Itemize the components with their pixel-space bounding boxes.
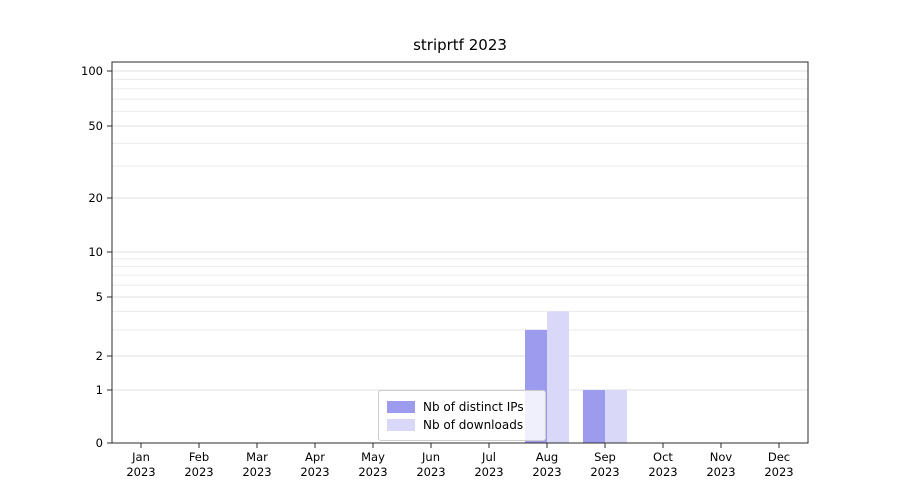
x-tick-label-year: 2023 — [126, 465, 155, 479]
x-tick-label-month: Aug — [536, 450, 558, 464]
legend: Nb of distinct IPs Nb of downloads — [378, 390, 546, 441]
x-tick-label-year: 2023 — [416, 465, 445, 479]
y-tick-label: 10 — [88, 245, 103, 259]
x-tick-label-year: 2023 — [184, 465, 213, 479]
x-tick-label-month: Mar — [246, 450, 268, 464]
x-tick-label-month: Jan — [131, 450, 150, 464]
legend-label-distinct-ips: Nb of distinct IPs — [423, 399, 524, 414]
y-tick-label: 0 — [96, 436, 103, 450]
x-tick-label-month: Apr — [305, 450, 325, 464]
y-tick-label: 1 — [96, 383, 103, 397]
x-tick-label-year: 2023 — [358, 465, 387, 479]
x-tick-label-year: 2023 — [242, 465, 271, 479]
y-tick-label: 100 — [81, 64, 103, 78]
x-tick-label-year: 2023 — [706, 465, 735, 479]
legend-item-downloads: Nb of downloads — [387, 416, 535, 433]
x-tick-label-month: Sep — [594, 450, 616, 464]
x-tick-label-year: 2023 — [532, 465, 561, 479]
y-tick-label: 2 — [96, 349, 103, 363]
legend-label-downloads: Nb of downloads — [423, 417, 524, 432]
y-tick-label: 20 — [88, 191, 103, 205]
bar-sep-nb-of-downloads — [605, 390, 627, 443]
x-tick-label-year: 2023 — [648, 465, 677, 479]
x-tick-label-month: Oct — [653, 450, 673, 464]
x-tick-label-month: Nov — [710, 450, 733, 464]
x-tick-label-year: 2023 — [474, 465, 503, 479]
legend-swatch-downloads — [387, 418, 415, 431]
y-tick-label: 50 — [88, 119, 103, 133]
x-tick-label-year: 2023 — [764, 465, 793, 479]
x-tick-label-year: 2023 — [590, 465, 619, 479]
bar-sep-nb-of-distinct-ips — [583, 390, 605, 443]
x-tick-label-month: May — [361, 450, 385, 464]
legend-item-distinct-ips: Nb of distinct IPs — [387, 398, 535, 415]
x-tick-label-month: Jun — [421, 450, 440, 464]
x-tick-label-month: Feb — [189, 450, 209, 464]
x-tick-label-month: Jul — [481, 450, 496, 464]
y-tick-label: 5 — [96, 290, 103, 304]
legend-swatch-distinct-ips — [387, 400, 415, 413]
x-tick-label-month: Dec — [768, 450, 790, 464]
chart-title: striprtf 2023 — [413, 36, 507, 54]
x-tick-label-year: 2023 — [300, 465, 329, 479]
bar-aug-nb-of-downloads — [547, 311, 569, 443]
